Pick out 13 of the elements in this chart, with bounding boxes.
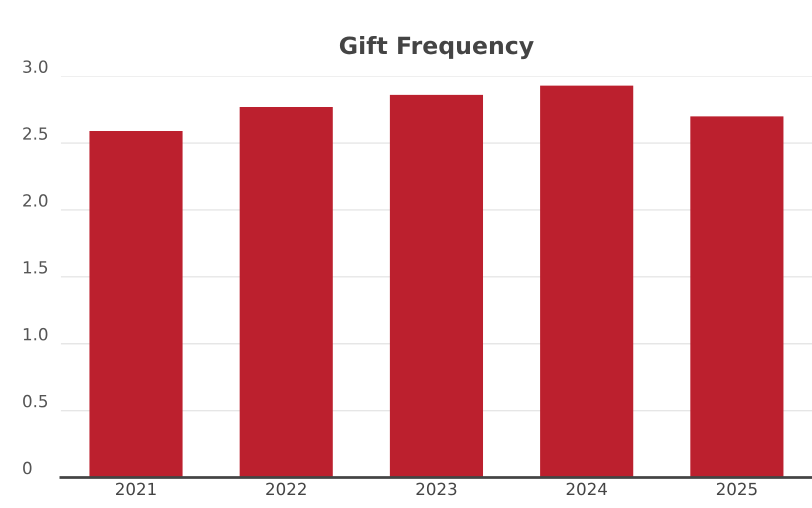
y-tick-label: 3.0 xyxy=(23,60,48,73)
y-tick-label: 0 xyxy=(23,462,32,474)
x-tick-label: 2024 xyxy=(566,482,607,496)
y-tick-label: 2.0 xyxy=(23,194,48,207)
y-tick-label: 1.0 xyxy=(24,328,48,341)
y-tick-label: 0.5 xyxy=(23,394,48,408)
chart-title: Gift Frequency xyxy=(340,36,534,60)
y-tick-label: 1.5 xyxy=(24,261,48,274)
y-tick-label: 2.5 xyxy=(23,127,48,140)
x-tick-label: 2025 xyxy=(716,482,757,496)
x-tick-label: 2022 xyxy=(266,482,306,496)
x-tick-label: 2023 xyxy=(416,482,456,496)
x-tick-label: 2021 xyxy=(116,482,156,496)
